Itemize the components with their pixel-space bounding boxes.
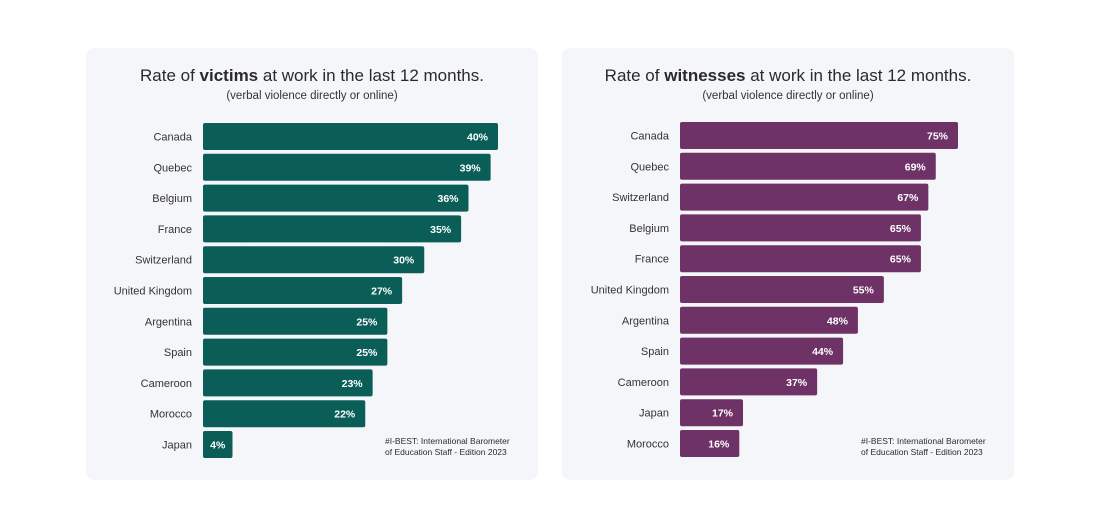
bar-canada xyxy=(203,123,498,150)
bar-morocco xyxy=(203,400,366,428)
category-label: Quebec xyxy=(153,162,192,174)
value-label: 25% xyxy=(356,316,378,328)
bar-belgium xyxy=(680,214,921,242)
value-label: 69% xyxy=(905,161,927,173)
category-label: United Kingdom xyxy=(591,285,669,297)
bar-france xyxy=(203,215,462,243)
value-label: 65% xyxy=(890,254,912,266)
chart-subtitle: (verbal violence directly or online) xyxy=(702,90,874,102)
title-prefix: Rate of xyxy=(604,66,665,85)
value-label: 36% xyxy=(437,193,459,205)
bar-argentina xyxy=(680,306,858,334)
category-label: Spain xyxy=(164,347,192,359)
category-label: Switzerland xyxy=(612,192,669,204)
bar-japan xyxy=(203,431,233,458)
bar-quebec xyxy=(203,153,491,181)
category-label: United Kingdom xyxy=(114,286,192,298)
bar-united-kingdom xyxy=(680,276,884,303)
bar-spain xyxy=(680,337,844,365)
source-line-1: #I-BEST: International Barometer xyxy=(385,436,510,446)
source-note: #I-BEST: International Barometer of Educ… xyxy=(385,436,510,458)
value-label: 40% xyxy=(467,132,489,144)
source-line-2: of Education Staff - Edition 2023 xyxy=(861,447,983,457)
value-label: 35% xyxy=(430,224,452,236)
value-label: 48% xyxy=(827,315,849,327)
value-label: 65% xyxy=(890,223,912,235)
category-label: Canada xyxy=(153,132,192,144)
bar-morocco xyxy=(680,430,740,457)
category-label: Cameroon xyxy=(141,378,192,390)
category-label: Morocco xyxy=(627,439,669,451)
bar-switzerland xyxy=(680,183,929,211)
bar-quebec xyxy=(680,152,936,180)
source-line-1: #I-BEST: International Barometer xyxy=(861,436,986,446)
value-label: 17% xyxy=(712,408,734,420)
value-label: 37% xyxy=(786,377,808,389)
title-prefix: Rate of xyxy=(140,66,200,85)
source-line-2: of Education Staff - Edition 2023 xyxy=(385,447,507,457)
witnesses-chart-panel: Rate of witnesses at work in the last 12… xyxy=(562,48,1014,480)
value-label: 4% xyxy=(210,440,226,452)
bar-spain xyxy=(203,338,388,366)
bar-cameroon xyxy=(203,369,373,397)
category-label: Japan xyxy=(162,440,192,452)
bar-canada xyxy=(680,122,958,149)
title-suffix: at work in the last 12 months. xyxy=(258,66,484,85)
bar-japan xyxy=(680,399,744,427)
value-label: 27% xyxy=(371,286,393,298)
bar-argentina xyxy=(203,307,388,335)
category-label: Argentina xyxy=(145,316,193,328)
chart-title: Rate of witnesses at work in the last 12… xyxy=(562,66,1014,86)
category-label: Canada xyxy=(630,131,669,143)
value-label: 22% xyxy=(334,409,356,421)
category-label: Belgium xyxy=(629,223,669,235)
category-label: Japan xyxy=(639,408,669,420)
source-note: #I-BEST: International Barometer of Educ… xyxy=(861,436,986,458)
victims-chart-panel: Rate of victims at work in the last 12 m… xyxy=(86,48,538,480)
bar-switzerland xyxy=(203,246,425,274)
value-label: 55% xyxy=(853,285,875,297)
category-label: France xyxy=(158,224,192,236)
value-label: 39% xyxy=(460,162,482,174)
title-suffix: at work in the last 12 months. xyxy=(745,66,972,85)
value-label: 25% xyxy=(356,347,378,359)
category-label: France xyxy=(635,254,669,266)
chart-title: Rate of victims at work in the last 12 m… xyxy=(86,66,538,86)
category-label: Argentina xyxy=(622,315,670,327)
value-label: 75% xyxy=(927,131,949,143)
bar-belgium xyxy=(203,184,469,212)
category-label: Cameroon xyxy=(618,377,669,389)
value-label: 23% xyxy=(342,378,364,390)
bar-united-kingdom xyxy=(203,277,403,304)
title-emphasis: victims xyxy=(199,66,259,85)
category-label: Switzerland xyxy=(135,255,192,267)
victims-bar-chart: Canada 40% Quebec 39% Belgium 36% France 35% Swi… xyxy=(114,123,498,458)
witnesses-bar-chart: Canada 75% Quebec 69% Switzerland 67% Belgium 6… xyxy=(591,122,958,457)
value-label: 16% xyxy=(708,439,730,451)
category-label: Belgium xyxy=(152,193,192,205)
bar-cameroon xyxy=(680,368,818,396)
value-label: 44% xyxy=(812,346,834,358)
value-label: 30% xyxy=(393,255,415,267)
bar-france xyxy=(680,245,921,273)
title-emphasis: witnesses xyxy=(664,66,746,85)
category-label: Quebec xyxy=(630,161,669,173)
chart-subtitle: (verbal violence directly or online) xyxy=(226,90,398,102)
value-label: 67% xyxy=(897,192,919,204)
category-label: Spain xyxy=(641,346,669,358)
category-label: Morocco xyxy=(150,409,192,421)
